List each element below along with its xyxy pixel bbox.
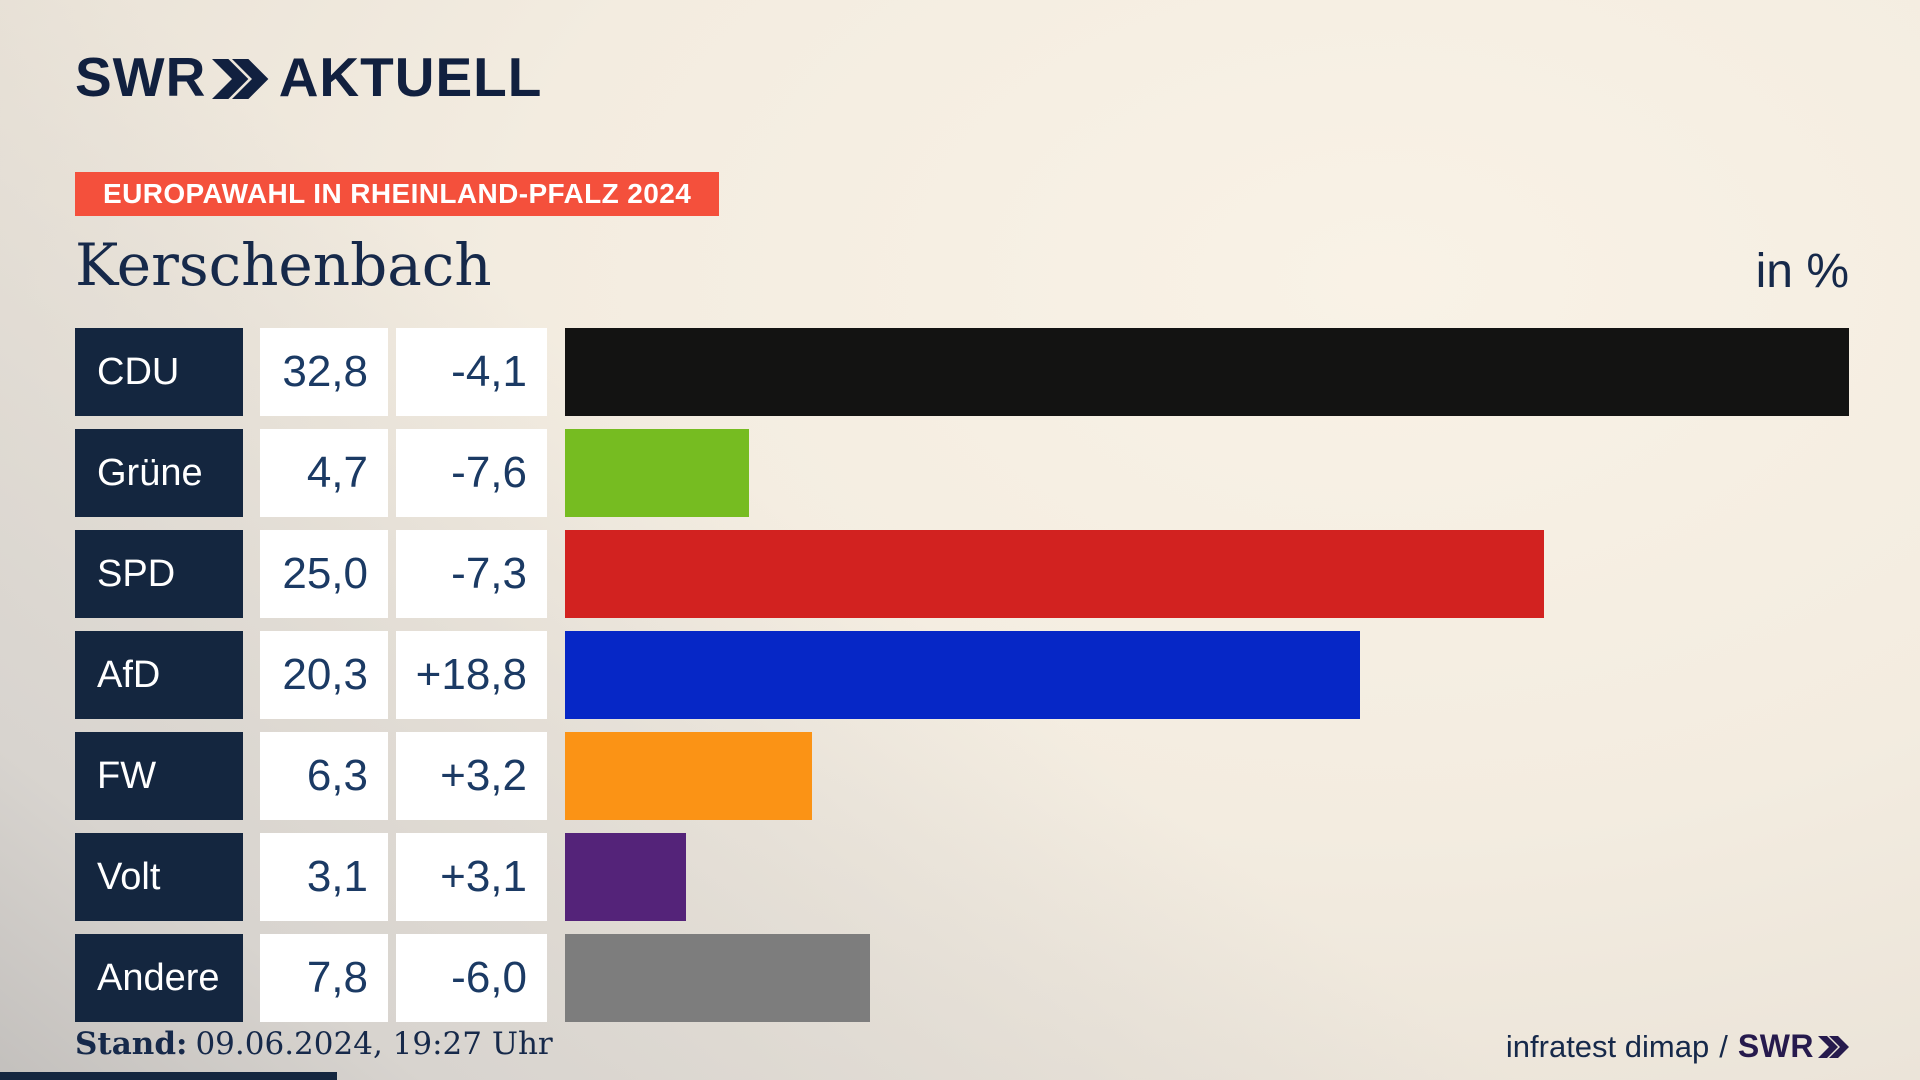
bar xyxy=(565,429,749,517)
source-separator: / xyxy=(1719,1028,1728,1064)
bar-track xyxy=(565,328,1849,416)
bar-chart: CDU 32,8 -4,1 Grüne 4,7 -7,6 SPD 25,0 -7… xyxy=(75,328,1849,1022)
party-change: +18,8 xyxy=(396,631,547,719)
municipality-title: Kerschenbach xyxy=(75,231,492,299)
table-row: CDU 32,8 -4,1 xyxy=(75,328,1849,416)
party-change: -7,3 xyxy=(396,530,547,618)
table-row: Volt 3,1 +3,1 xyxy=(75,833,1849,921)
double-chevron-right-icon xyxy=(1818,1036,1849,1058)
chart-rows: CDU 32,8 -4,1 Grüne 4,7 -7,6 SPD 25,0 -7… xyxy=(75,328,1849,1022)
bar-track xyxy=(565,833,1849,921)
source-credit: infratest dimap / SWR xyxy=(1506,1028,1849,1065)
party-label: SPD xyxy=(75,530,243,618)
table-row: Andere 7,8 -6,0 xyxy=(75,934,1849,1022)
party-label: AfD xyxy=(75,631,243,719)
swr-logo-text: SWR xyxy=(75,46,207,108)
party-change: -4,1 xyxy=(396,328,547,416)
bar xyxy=(565,328,1849,416)
bar-track xyxy=(565,732,1849,820)
party-value: 4,7 xyxy=(260,429,388,517)
stand-value: 09.06.2024, 19:27 Uhr xyxy=(195,1026,553,1062)
party-change: +3,2 xyxy=(396,732,547,820)
swr-logo-small: SWR xyxy=(1738,1028,1849,1065)
party-change: +3,1 xyxy=(396,833,547,921)
swr-aktuell-logo: SWR AKTUELL xyxy=(75,50,542,105)
swr-logo-small-text: SWR xyxy=(1737,1028,1814,1064)
party-value: 25,0 xyxy=(260,530,388,618)
party-label: FW xyxy=(75,732,243,820)
stand-label: Stand: xyxy=(75,1026,188,1062)
bar xyxy=(565,732,812,820)
party-value: 7,8 xyxy=(260,934,388,1022)
party-change: -7,6 xyxy=(396,429,547,517)
party-value: 6,3 xyxy=(260,732,388,820)
unit-label: in % xyxy=(1755,245,1849,298)
double-chevron-right-icon xyxy=(212,58,269,99)
bar-track xyxy=(565,934,1849,1022)
party-value: 20,3 xyxy=(260,631,388,719)
bar xyxy=(565,631,1360,719)
table-row: AfD 20,3 +18,8 xyxy=(75,631,1849,719)
table-row: Grüne 4,7 -7,6 xyxy=(75,429,1849,517)
bottom-strip xyxy=(0,1072,337,1080)
election-banner: EUROPAWAHL IN RHEINLAND-PFALZ 2024 xyxy=(75,172,720,216)
party-value: 3,1 xyxy=(260,833,388,921)
party-change: -6,0 xyxy=(396,934,547,1022)
party-value: 32,8 xyxy=(260,328,388,416)
table-row: SPD 25,0 -7,3 xyxy=(75,530,1849,618)
bar-track xyxy=(565,429,1849,517)
bar-track xyxy=(565,631,1849,719)
party-label: Andere xyxy=(75,934,243,1022)
bar xyxy=(565,934,871,1022)
source-name: infratest dimap xyxy=(1505,1028,1710,1064)
bar xyxy=(565,833,687,921)
party-label: Grüne xyxy=(75,429,243,517)
brand-suffix: AKTUELL xyxy=(278,46,543,108)
bar-track xyxy=(565,530,1849,618)
table-row: FW 6,3 +3,2 xyxy=(75,732,1849,820)
bar xyxy=(565,530,1544,618)
timestamp: Stand: 09.06.2024, 19:27 Uhr xyxy=(75,1026,553,1062)
party-label: CDU xyxy=(75,328,243,416)
party-label: Volt xyxy=(75,833,243,921)
